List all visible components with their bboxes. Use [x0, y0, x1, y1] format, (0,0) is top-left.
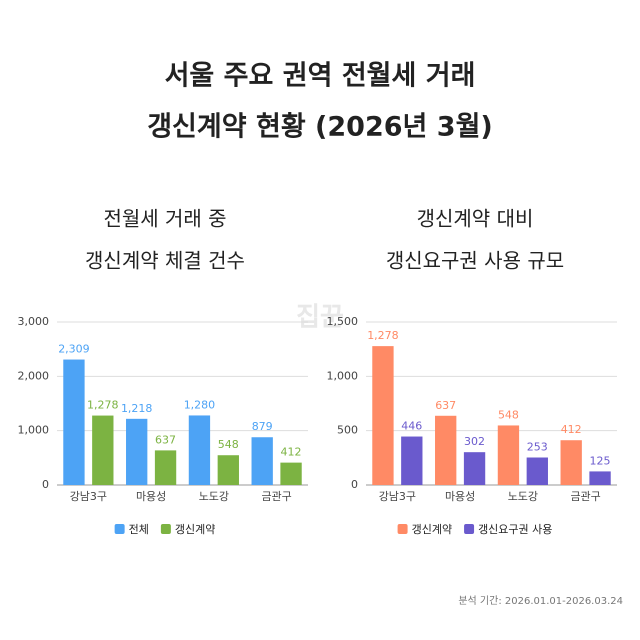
bar	[526, 457, 548, 485]
data-label: 2,309	[58, 343, 90, 356]
x-tick-label: 마용성	[136, 490, 166, 503]
legend-label: 갱신요구권 사용	[478, 523, 552, 536]
bar	[401, 436, 423, 485]
footnote: 분석 기간: 2026.01.01-2026.03.24	[458, 595, 623, 607]
bar	[280, 462, 302, 485]
y-tick-label: 0	[351, 478, 358, 491]
x-tick-label: 금관구	[261, 490, 291, 503]
legend-swatch	[160, 524, 171, 534]
y-tick-label: 2,000	[18, 369, 50, 382]
data-label: 548	[498, 408, 519, 421]
data-label: 253	[527, 441, 548, 454]
main-title: 서울 주요 권역 전월세 거래	[165, 61, 476, 92]
y-tick-label: 1,000	[18, 424, 50, 437]
data-label: 1,218	[121, 402, 153, 415]
data-label: 637	[435, 399, 456, 412]
data-label: 125	[590, 454, 611, 467]
legend-swatch	[114, 524, 125, 534]
y-tick-label: 1,000	[327, 369, 359, 382]
y-tick-label: 1,500	[327, 315, 359, 328]
data-label: 302	[464, 435, 485, 448]
legend-swatch	[397, 524, 408, 534]
data-label: 412	[281, 446, 302, 459]
x-tick-label: 금관구	[570, 490, 600, 503]
bar	[251, 437, 273, 485]
x-tick-label: 마용성	[445, 490, 475, 503]
legend-swatch	[464, 524, 475, 534]
bar	[217, 455, 239, 485]
bar	[92, 415, 114, 485]
main-title: 갱신계약 현황 (2026년 3월)	[147, 112, 493, 143]
x-tick-label: 강남3구	[70, 490, 107, 503]
bar	[372, 346, 394, 485]
bar	[188, 415, 211, 485]
bar	[497, 425, 520, 485]
bar	[589, 471, 611, 485]
chart-title: 갱신계약 대비	[417, 207, 534, 231]
chart-title: 갱신요구권 사용 규모	[386, 249, 564, 273]
y-tick-label: 0	[42, 478, 49, 491]
data-label: 1,280	[184, 398, 216, 411]
watermark: 집꾼	[296, 303, 344, 333]
chart-title: 갱신계약 체결 건수	[85, 249, 245, 273]
y-tick-label: 3,000	[18, 315, 50, 328]
legend-label: 갱신계약	[412, 522, 452, 536]
x-tick-label: 노도강	[199, 490, 229, 503]
bar	[435, 415, 457, 485]
data-label: 879	[252, 420, 273, 433]
data-label: 637	[155, 433, 176, 446]
chart-title: 전월세 거래 중	[103, 207, 226, 231]
bar	[63, 359, 85, 485]
x-tick-label: 강남3구	[379, 490, 416, 503]
data-label: 548	[218, 438, 239, 451]
data-label: 446	[401, 420, 422, 433]
bar	[126, 418, 148, 485]
x-tick-label: 노도강	[508, 490, 538, 503]
y-tick-label: 500	[337, 424, 358, 437]
bar	[463, 452, 486, 485]
data-label: 1,278	[367, 329, 399, 342]
legend-label: 갱신계약	[175, 522, 215, 536]
bar	[154, 450, 177, 485]
bar	[560, 440, 582, 485]
legend-label: 전체	[129, 523, 149, 536]
data-label: 412	[561, 423, 582, 436]
data-label: 1,278	[87, 399, 119, 412]
